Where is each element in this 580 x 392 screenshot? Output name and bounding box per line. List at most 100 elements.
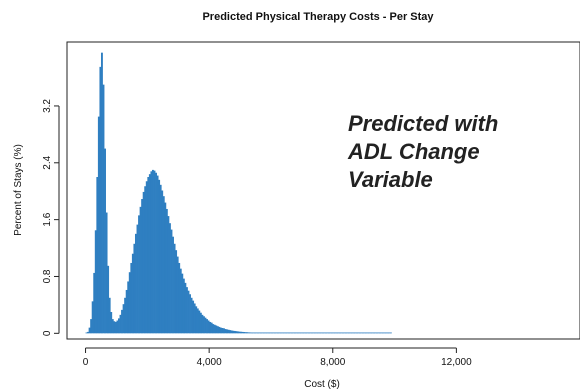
histogram-bar <box>90 319 93 334</box>
histogram-bar <box>179 268 182 334</box>
histogram-bar <box>328 332 331 334</box>
histogram-bar <box>275 332 278 334</box>
histogram-bar <box>175 250 178 334</box>
histogram-bar <box>167 216 170 334</box>
histogram-bar <box>301 332 304 334</box>
histogram-bar <box>238 331 241 334</box>
histogram-bar <box>97 116 100 334</box>
histogram-bar <box>111 319 114 334</box>
histogram-bar <box>331 332 334 334</box>
histogram-bar <box>202 316 205 334</box>
x-tick-label: 4,000 <box>197 357 222 368</box>
histogram-bar <box>87 331 89 334</box>
histogram-bar <box>199 312 202 334</box>
histogram-bar <box>158 179 161 334</box>
histogram-bar <box>287 332 290 334</box>
histogram-bar <box>309 332 312 334</box>
histogram-bar <box>147 177 150 334</box>
histogram-bar <box>389 332 392 334</box>
x-axis: 0 4,000 8,000 12,000 <box>83 347 472 368</box>
histogram-bar <box>374 332 377 334</box>
histogram-bar <box>355 332 358 334</box>
histogram-bar <box>274 332 276 334</box>
histogram-bar <box>264 332 267 334</box>
histogram-bar <box>342 332 344 334</box>
histogram-bar <box>366 332 369 334</box>
histogram-bar <box>269 332 272 334</box>
plot-frame <box>66 41 580 340</box>
histogram-bar <box>295 332 298 334</box>
histogram-bar <box>206 319 208 334</box>
histogram-bar <box>340 332 343 334</box>
histogram-bar <box>100 52 103 334</box>
histogram-bar <box>243 332 246 334</box>
histogram-bar <box>338 332 341 334</box>
y-axis: 0 0.8 1.6 2.4 3.2 <box>42 99 60 336</box>
y-tick-label: 2.4 <box>42 155 53 169</box>
histogram-bar <box>156 175 159 334</box>
histogram-bar <box>359 332 361 334</box>
histogram-bar <box>346 332 349 334</box>
histogram-bar <box>181 273 184 334</box>
histogram-bar <box>292 332 295 334</box>
histogram-bar <box>128 272 131 334</box>
histogram-bar <box>96 177 99 334</box>
y-tick-label: 0.8 <box>42 269 53 283</box>
histogram-bar <box>176 256 179 334</box>
histogram-bar <box>150 171 153 334</box>
histogram-bar <box>326 332 329 334</box>
histogram-bar <box>314 332 317 334</box>
histogram-bar <box>99 66 102 334</box>
histogram-bar <box>253 332 256 334</box>
histogram-bar <box>182 278 185 334</box>
histogram-bar <box>383 332 386 334</box>
histogram-bar <box>125 289 128 334</box>
histogram-bar <box>385 332 388 334</box>
histogram-bar <box>382 332 385 334</box>
histogram-bar <box>142 191 145 334</box>
histogram-bar <box>280 332 283 334</box>
histogram-bar <box>272 332 275 334</box>
histogram-bar <box>193 303 196 334</box>
histogram-bar <box>141 199 144 334</box>
histogram-bar <box>357 332 360 334</box>
x-axis-label: Cost ($) <box>304 379 340 390</box>
histogram-bar <box>376 332 378 334</box>
y-tick-label: 0 <box>42 330 53 336</box>
histogram-bar <box>247 332 250 334</box>
histogram-bar <box>312 332 315 334</box>
histogram-bar <box>332 332 335 334</box>
histogram-bar <box>113 321 116 334</box>
histogram-bar <box>190 297 193 334</box>
histogram-bar <box>337 332 340 334</box>
histogram-bar <box>218 326 221 334</box>
histogram-bar <box>116 320 119 334</box>
histogram-bar <box>349 332 352 334</box>
y-tick-label: 3.2 <box>42 99 53 113</box>
histogram-bar <box>173 243 176 334</box>
histogram-bar <box>124 297 127 334</box>
histogram-bar <box>151 169 154 334</box>
histogram-bar <box>304 332 307 334</box>
histogram-bar <box>235 331 238 334</box>
histogram-bar <box>114 321 117 334</box>
histogram-bar <box>270 332 273 334</box>
histogram-bar <box>363 332 366 334</box>
histogram-bar <box>210 322 213 334</box>
histogram-bar <box>192 300 195 334</box>
histogram-bar <box>311 332 314 334</box>
histogram-bar <box>240 331 242 334</box>
histogram-bar <box>91 301 94 334</box>
chart-annotation: Predicted with ADL Change Variable <box>348 111 499 192</box>
histogram-bar <box>189 294 191 334</box>
histogram-bar <box>232 330 235 334</box>
histogram-bar <box>131 253 134 334</box>
histogram-bar <box>354 332 357 334</box>
histogram-bar <box>122 304 125 334</box>
histogram-bar <box>266 332 269 334</box>
histogram-bar <box>94 230 97 334</box>
histogram-bar <box>352 332 355 334</box>
histogram-bar <box>291 332 293 334</box>
histogram-bar <box>369 332 372 334</box>
